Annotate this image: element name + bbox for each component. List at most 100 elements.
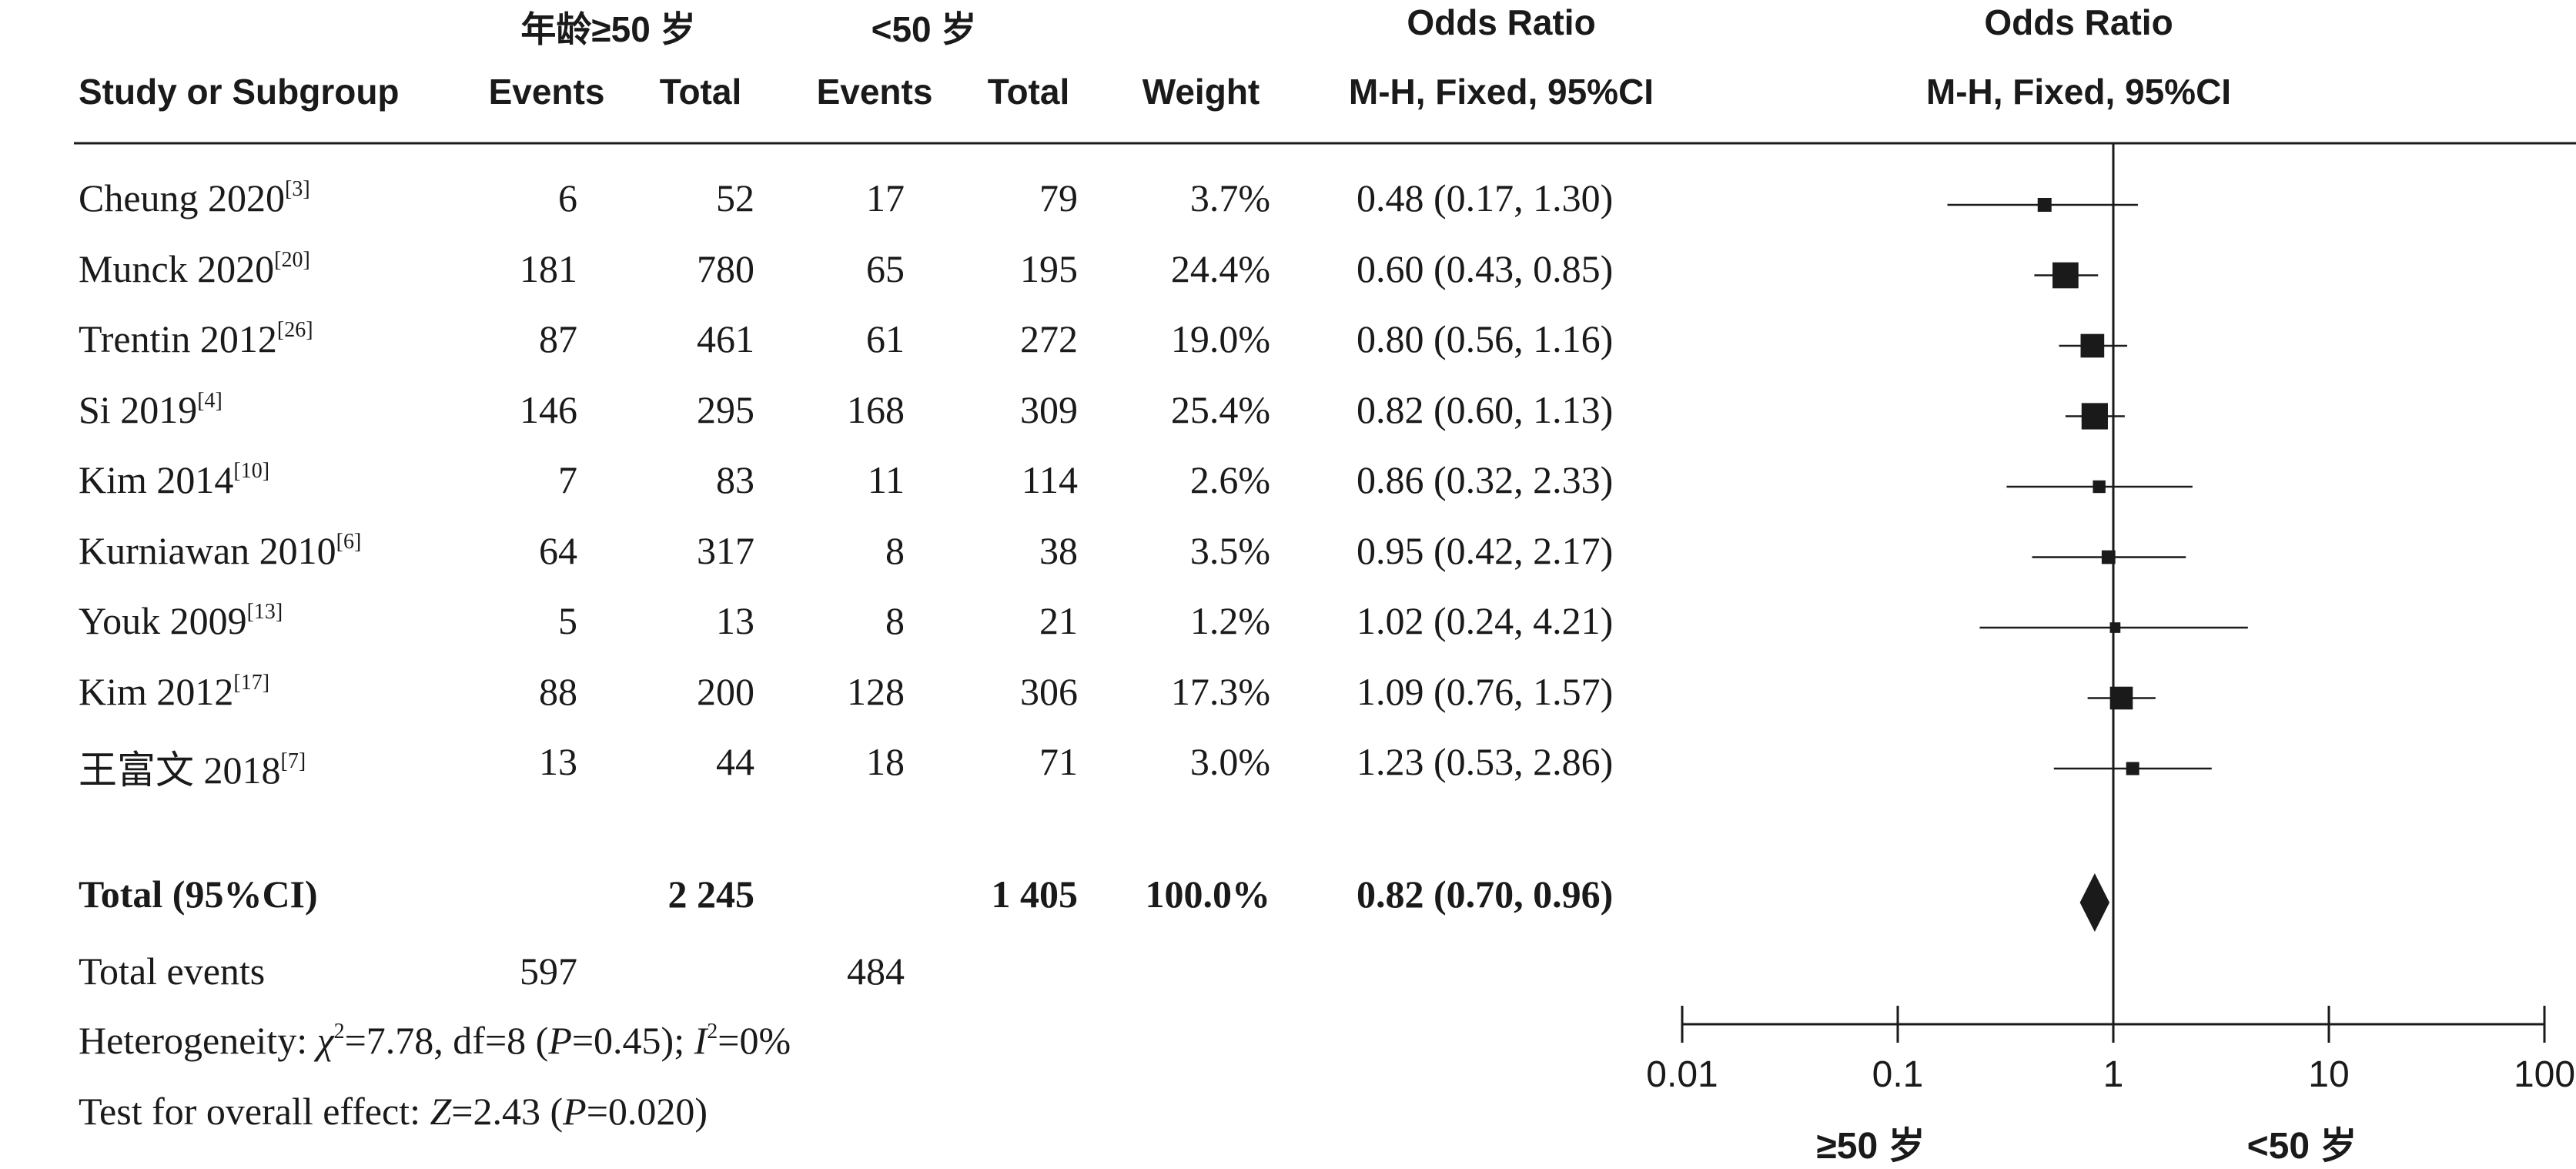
events2-cell: 8 (885, 599, 905, 642)
odds-ratio-text-header: Odds Ratio (1407, 2, 1596, 42)
total2-cell: 79 (1039, 176, 1078, 219)
group1-header: 年龄≥50 岁 (520, 9, 696, 49)
total1-cell: 13 (716, 599, 754, 642)
events1-cell: 7 (558, 458, 577, 501)
or-marker (2080, 333, 2105, 358)
total2-cell: 21 (1039, 599, 1078, 642)
or-marker (2109, 622, 2121, 633)
ci-cell: 0.86 (0.32, 2.33) (1357, 458, 1614, 501)
favours-right-label: <50 岁 (2246, 1126, 2357, 1167)
weight-cell: 17.3% (1170, 669, 1270, 713)
x-tick-label: 1 (2103, 1054, 2124, 1095)
events1-cell: 88 (539, 669, 577, 713)
total-diamond (2079, 873, 2110, 932)
events2-cell: 128 (847, 669, 905, 713)
ci-cell: 1.09 (0.76, 1.57) (1357, 669, 1614, 713)
ci-cell: 0.60 (0.43, 0.85) (1357, 246, 1614, 290)
study-name: Si 2019[4] (79, 387, 222, 431)
study-name: Kurniawan 2010[6] (79, 528, 362, 572)
total2-cell: 309 (1020, 387, 1078, 431)
or-marker (2109, 686, 2133, 710)
weight-cell: 24.4% (1170, 246, 1270, 290)
events2-cell: 168 (847, 387, 905, 431)
total-label: Total (95%CI) (79, 873, 318, 916)
or-marker (2037, 197, 2052, 213)
total-events-e2: 484 (847, 950, 905, 993)
total1-cell: 295 (697, 387, 754, 431)
events2-cell: 61 (866, 317, 905, 360)
events2-cell: 8 (885, 528, 905, 572)
study-name: Munck 2020[20] (79, 246, 310, 290)
events2-cell: 11 (867, 458, 905, 501)
weight-cell: 1.2% (1189, 599, 1270, 642)
total1-cell: 780 (697, 246, 754, 290)
x-tick-label: 10 (2308, 1054, 2350, 1095)
events1-cell: 5 (558, 599, 577, 642)
or-marker (2093, 480, 2106, 494)
ci-cell: 1.02 (0.24, 4.21) (1357, 599, 1614, 642)
study-name: 王富文 2018[7] (79, 749, 306, 792)
or-marker (2052, 262, 2079, 289)
events1-cell: 87 (539, 317, 577, 360)
total2-cell: 195 (1020, 246, 1078, 290)
weight-header: Weight (1142, 72, 1260, 112)
total-t2: 1 405 (991, 873, 1079, 916)
weight-cell: 2.6% (1189, 458, 1270, 501)
total1-header: Total (659, 72, 742, 112)
study-name: Youk 2009[13] (79, 599, 283, 642)
group2-header: <50 岁 (871, 9, 977, 49)
events1-header: Events (488, 72, 605, 112)
total-events-label: Total events (79, 950, 266, 993)
or-marker (2101, 550, 2116, 564)
ci-cell: 1.23 (0.53, 2.86) (1357, 740, 1614, 783)
total-events-e1: 597 (520, 950, 577, 993)
ci-cell: 0.80 (0.56, 1.16) (1357, 317, 1614, 360)
study-name: Kim 2014[10] (79, 458, 270, 501)
study-header: Study or Subgroup (79, 72, 400, 112)
events1-cell: 64 (539, 528, 577, 572)
total-ci: 0.82 (0.70, 0.96) (1357, 873, 1614, 916)
ci-cell: 0.48 (0.17, 1.30) (1357, 176, 1614, 219)
overall-effect-stat: Test for overall effect: Z=2.43 (P=0.020… (79, 1090, 708, 1133)
total1-cell: 461 (697, 317, 754, 360)
total2-cell: 114 (1021, 458, 1078, 501)
events2-header: Events (816, 72, 933, 112)
total-t1: 2 245 (667, 873, 755, 916)
odds-ratio-plot-header: Odds Ratio (1984, 2, 2173, 42)
heterogeneity-stat: Heterogeneity: χ2=7.78, df=8 (P=0.45); I… (79, 1019, 791, 1062)
method-text-header: M-H, Fixed, 95%CI (1348, 72, 1654, 112)
study-name: Kim 2012[17] (79, 669, 270, 713)
total2-header: Total (987, 72, 1070, 112)
events1-cell: 181 (520, 246, 577, 290)
total1-cell: 200 (697, 669, 754, 713)
weight-cell: 25.4% (1170, 387, 1270, 431)
favours-left-label: ≥50 岁 (1816, 1126, 1925, 1167)
study-name: Cheung 2020[3] (79, 176, 310, 219)
total2-cell: 71 (1039, 740, 1078, 783)
events1-cell: 13 (539, 740, 577, 783)
total2-cell: 38 (1039, 528, 1078, 572)
weight-cell: 3.7% (1189, 176, 1270, 219)
events2-cell: 65 (866, 246, 905, 290)
events2-cell: 17 (866, 176, 905, 219)
weight-cell: 3.0% (1189, 740, 1270, 783)
total2-cell: 272 (1020, 317, 1078, 360)
events1-cell: 6 (558, 176, 577, 219)
or-marker (2081, 403, 2108, 430)
total1-cell: 44 (716, 740, 754, 783)
weight-cell: 3.5% (1189, 528, 1270, 572)
total1-cell: 52 (716, 176, 754, 219)
x-tick-label: 0.01 (1646, 1054, 1718, 1095)
events1-cell: 146 (520, 387, 577, 431)
events2-cell: 18 (866, 740, 905, 783)
method-plot-header: M-H, Fixed, 95%CI (1925, 72, 2232, 112)
total-weight: 100.0% (1145, 873, 1271, 916)
x-tick-label: 100 (2513, 1054, 2576, 1095)
total2-cell: 306 (1020, 669, 1078, 713)
total1-cell: 317 (697, 528, 754, 572)
study-name: Trentin 2012[26] (79, 317, 313, 360)
weight-cell: 19.0% (1170, 317, 1270, 360)
total1-cell: 83 (716, 458, 754, 501)
ci-cell: 0.82 (0.60, 1.13) (1357, 387, 1614, 431)
